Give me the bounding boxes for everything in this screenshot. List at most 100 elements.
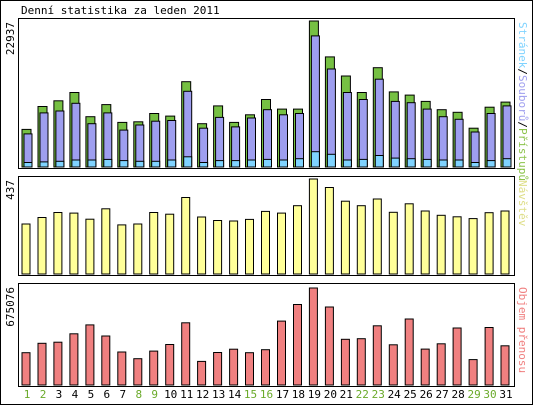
bar-stránek-15: [247, 159, 256, 168]
x-tick-label-3: 3: [56, 388, 63, 401]
bar-volume-9: [149, 350, 159, 386]
x-tick-label-19: 19: [308, 388, 321, 401]
x-tick-label-16: 16: [260, 388, 273, 401]
bar-stránek-10: [167, 159, 177, 168]
bar-stránek-4: [71, 159, 81, 168]
bar-visits-4: [69, 212, 79, 275]
bar-visits-25: [404, 203, 414, 275]
bar-stránek-5: [87, 159, 97, 168]
bar-stránek-25: [406, 158, 416, 168]
bar-stránek-6: [103, 158, 113, 168]
panel-bottom-frame: [18, 283, 515, 387]
x-tick-label-23: 23: [372, 388, 385, 401]
bar-stránek-18: [295, 158, 304, 168]
bar-souborů-22: [358, 99, 368, 168]
bar-volume-6: [101, 335, 111, 386]
bar-visits-11: [181, 197, 191, 275]
bar-volume-10: [165, 344, 175, 386]
bar-visits-6: [101, 208, 111, 275]
bar-volume-14: [229, 348, 239, 386]
bar-volume-26: [420, 348, 430, 386]
middle-ymax-label: 437: [4, 180, 17, 200]
bar-stránek-20: [326, 153, 336, 168]
bar-souborů-31: [502, 105, 512, 168]
bar-souborů-21: [342, 92, 352, 168]
bar-visits-27: [436, 214, 446, 275]
bar-volume-13: [213, 352, 223, 386]
bar-visits-18: [293, 205, 302, 275]
bar-stránek-30: [486, 160, 496, 168]
bar-volume-8: [133, 358, 143, 386]
bar-visits-13: [213, 220, 223, 275]
bar-volume-31: [500, 345, 510, 386]
bar-souborů-20: [326, 68, 336, 168]
bar-volume-18: [293, 304, 302, 386]
bar-stránek-31: [502, 158, 512, 168]
bar-visits-14: [229, 220, 239, 275]
bar-stránek-16: [263, 158, 272, 168]
x-tick-label-8: 8: [135, 388, 142, 401]
bar-visits-3: [53, 212, 63, 275]
bar-visits-10: [165, 213, 175, 275]
x-tick-label-12: 12: [196, 388, 209, 401]
bar-stránek-9: [151, 160, 161, 168]
bar-stránek-19: [310, 151, 320, 168]
bar-stránek-1: [23, 162, 33, 168]
panel-middle-frame: [18, 176, 515, 276]
x-tick-label-27: 27: [435, 388, 448, 401]
bar-volume-23: [372, 325, 382, 386]
x-tick-label-6: 6: [103, 388, 110, 401]
bar-visits-22: [356, 205, 366, 275]
panel-top-bars: [21, 20, 512, 168]
bar-volume-2: [37, 342, 47, 386]
x-tick-label-20: 20: [324, 388, 337, 401]
bar-volume-27: [436, 343, 446, 386]
bar-volume-17: [277, 320, 286, 386]
bar-volume-30: [484, 327, 494, 386]
legend-sep-1: /: [516, 68, 529, 75]
x-tick-label-25: 25: [404, 388, 417, 401]
bar-stránek-22: [358, 158, 368, 168]
middle-legend: Návštěv: [516, 180, 529, 227]
bar-visits-1: [21, 223, 31, 275]
bar-volume-22: [356, 338, 366, 386]
x-tick-label-2: 2: [40, 388, 47, 401]
bar-visits-17: [277, 212, 286, 275]
bar-stránek-26: [422, 158, 432, 168]
x-tick-label-9: 9: [151, 388, 158, 401]
bar-visits-31: [500, 210, 510, 275]
bar-volume-16: [261, 349, 270, 386]
bar-stránek-7: [119, 160, 129, 168]
bar-volume-5: [85, 324, 95, 386]
bar-volume-4: [69, 333, 79, 386]
bar-visits-21: [340, 200, 350, 275]
bar-visits-19: [308, 178, 318, 275]
x-tick-label-24: 24: [388, 388, 402, 401]
bar-stránek-28: [454, 159, 464, 168]
bar-volume-20: [324, 306, 334, 386]
panel-middle-bars: [21, 178, 510, 275]
x-tick-label-14: 14: [228, 388, 242, 401]
bar-stránek-12: [199, 162, 209, 168]
x-tick-label-21: 21: [340, 388, 353, 401]
bar-souborů-4: [71, 102, 81, 168]
bar-souborů-6: [103, 112, 113, 168]
legend-hits: Přístupů: [516, 128, 529, 181]
bar-visits-7: [117, 224, 127, 275]
bar-souborů-19: [310, 35, 320, 168]
panel-bottom-bars: [21, 287, 510, 386]
x-tick-label-5: 5: [88, 388, 95, 401]
bar-souborů-11: [183, 90, 193, 168]
top-ymax-label: 22937: [4, 22, 17, 55]
bar-volume-7: [117, 351, 127, 386]
bar-souborů-2: [39, 112, 49, 168]
x-tick-label-30: 30: [483, 388, 496, 401]
x-tick-label-1: 1: [24, 388, 31, 401]
bar-souborů-13: [215, 116, 225, 168]
bar-visits-30: [484, 212, 494, 275]
bar-visits-29: [468, 218, 478, 275]
x-tick-label-15: 15: [244, 388, 257, 401]
bar-souborů-27: [438, 116, 448, 168]
